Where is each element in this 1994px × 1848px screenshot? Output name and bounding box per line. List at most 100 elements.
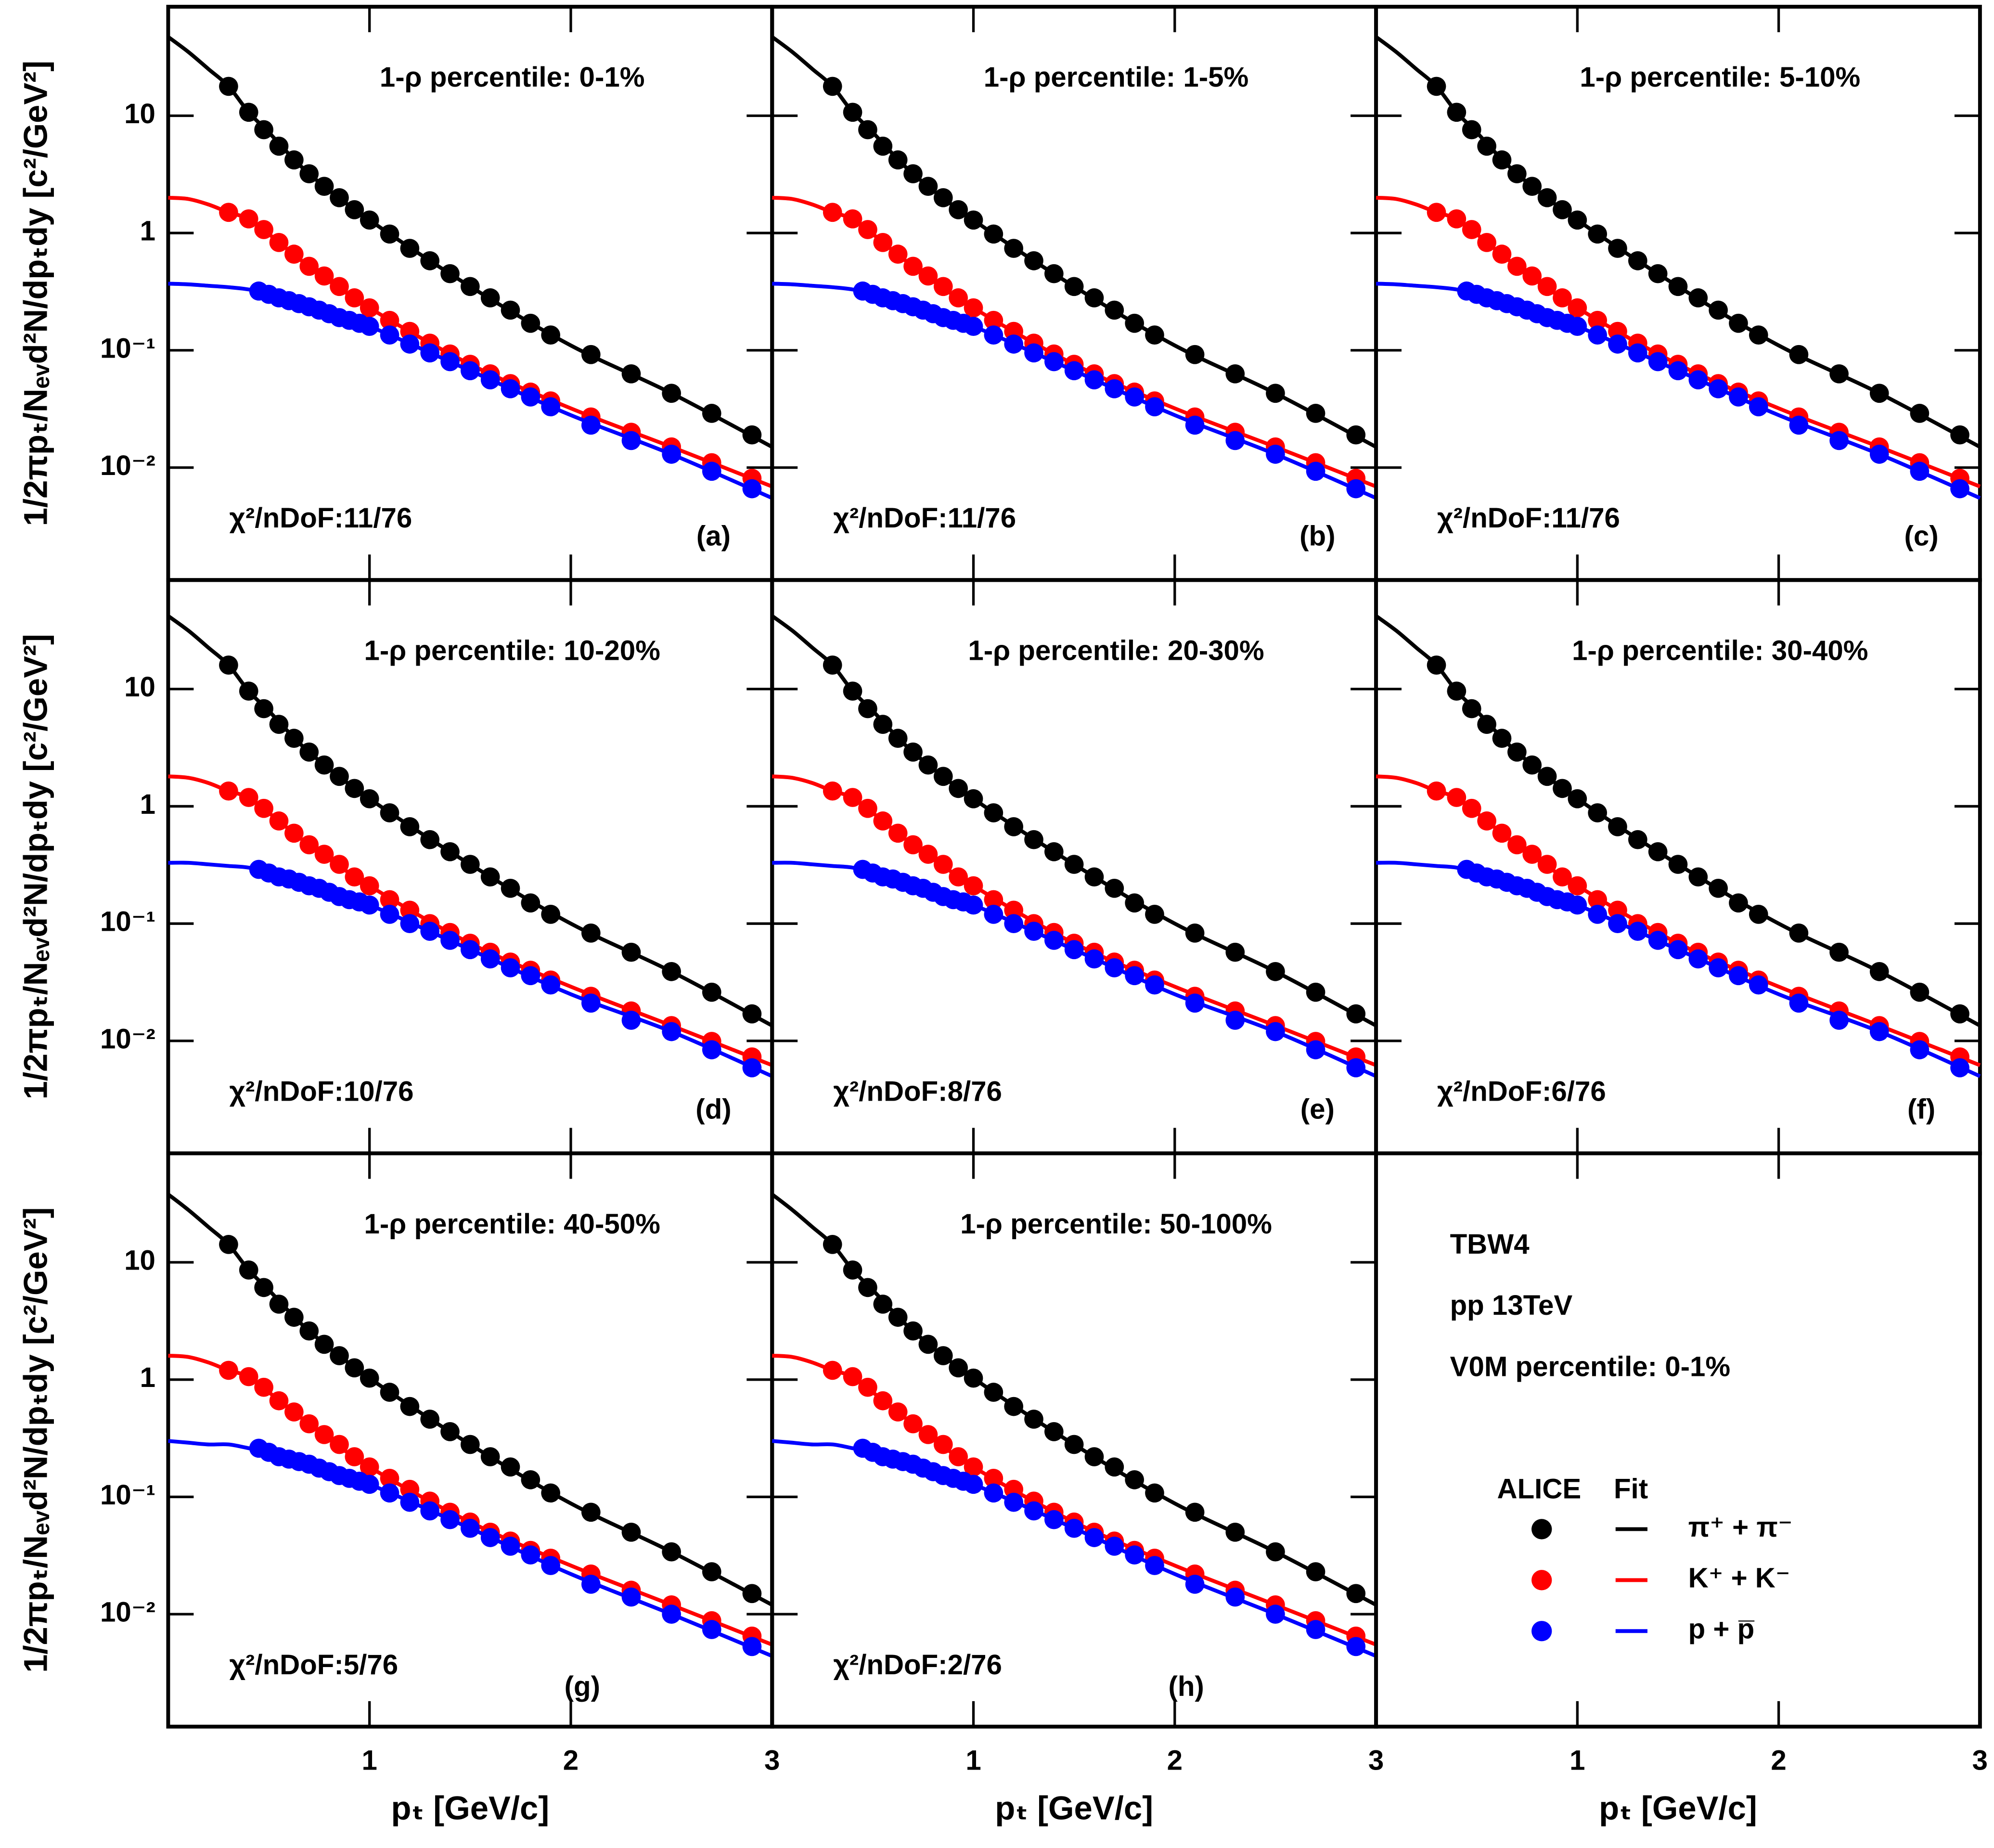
data-point bbox=[541, 325, 561, 345]
data-point bbox=[903, 835, 923, 855]
data-point bbox=[873, 136, 893, 156]
data-point bbox=[1004, 900, 1024, 920]
data-point bbox=[400, 1492, 420, 1512]
data-point bbox=[420, 922, 440, 941]
data-point bbox=[254, 1278, 273, 1297]
data-point bbox=[1185, 415, 1205, 435]
data-point bbox=[662, 962, 681, 981]
data-point bbox=[1829, 364, 1849, 384]
y-axis-label: 1/2πpₜ/Nₑᵥd²N/dpₜdy [c²/GeV²] bbox=[17, 1207, 54, 1672]
data-point bbox=[330, 855, 349, 874]
data-point bbox=[1648, 352, 1668, 372]
data-point bbox=[239, 788, 258, 807]
x-axis-label: pₜ [GeV/c] bbox=[1599, 1790, 1757, 1827]
data-point bbox=[662, 444, 681, 464]
fit-curve bbox=[167, 614, 773, 1027]
y-tick-label: 10 bbox=[124, 1245, 155, 1276]
data-point bbox=[964, 298, 983, 318]
data-point bbox=[581, 345, 601, 364]
data-point bbox=[345, 1358, 364, 1378]
data-point bbox=[1447, 788, 1467, 807]
data-point bbox=[1447, 681, 1467, 701]
data-point bbox=[1648, 842, 1668, 861]
data-point bbox=[219, 1235, 238, 1254]
data-point bbox=[284, 729, 304, 748]
data-point bbox=[480, 949, 500, 969]
panel-title: 1-ρ percentile: 10-20% bbox=[364, 635, 660, 667]
info-text: TBW4 bbox=[1450, 1229, 1530, 1260]
data-point bbox=[501, 878, 520, 898]
data-point bbox=[933, 1435, 953, 1454]
data-point bbox=[984, 803, 1003, 822]
data-point bbox=[984, 224, 1003, 244]
data-point bbox=[480, 1528, 500, 1547]
data-point bbox=[903, 742, 923, 762]
data-point bbox=[299, 257, 319, 276]
data-point bbox=[903, 1321, 923, 1341]
data-point bbox=[1608, 817, 1627, 836]
data-point bbox=[1668, 940, 1688, 960]
data-point bbox=[888, 729, 908, 748]
data-point bbox=[380, 803, 399, 822]
data-point bbox=[269, 715, 289, 734]
data-point bbox=[581, 993, 601, 1013]
data-point bbox=[501, 379, 520, 398]
data-point bbox=[888, 1308, 908, 1327]
data-point bbox=[742, 1637, 762, 1656]
data-point bbox=[949, 867, 968, 887]
data-point bbox=[420, 251, 440, 270]
fit-curve bbox=[168, 774, 773, 1067]
x-axis-label: pₜ [GeV/c] bbox=[391, 1790, 549, 1827]
data-point bbox=[360, 210, 379, 230]
data-point bbox=[1225, 364, 1245, 384]
data-point bbox=[400, 334, 420, 354]
data-point bbox=[1829, 942, 1849, 962]
data-point bbox=[269, 233, 289, 252]
data-point bbox=[1688, 288, 1708, 308]
data-point bbox=[1024, 922, 1043, 941]
data-point bbox=[1084, 867, 1104, 887]
data-point bbox=[420, 1501, 440, 1521]
data-point bbox=[480, 370, 500, 390]
data-point bbox=[621, 1587, 641, 1607]
data-point bbox=[219, 1360, 238, 1380]
data-point bbox=[1225, 431, 1245, 450]
data-point bbox=[1492, 823, 1512, 843]
data-point bbox=[964, 1368, 983, 1388]
data-point bbox=[1950, 479, 1969, 499]
y-tick-label: 10⁻² bbox=[100, 1597, 155, 1628]
panel-title: 1-ρ percentile: 40-50% bbox=[364, 1208, 660, 1240]
data-point bbox=[949, 1358, 968, 1378]
data-point bbox=[501, 958, 520, 977]
data-point bbox=[964, 876, 983, 896]
data-point bbox=[1145, 1483, 1164, 1503]
data-point bbox=[1306, 1620, 1325, 1639]
fit-annotation: χ²/nDoF:10/76 bbox=[230, 1076, 414, 1107]
data-point bbox=[314, 177, 334, 196]
data-point bbox=[1145, 325, 1164, 345]
data-point bbox=[1568, 298, 1587, 318]
data-point bbox=[1024, 830, 1043, 849]
data-point bbox=[1477, 811, 1496, 831]
data-point bbox=[299, 1321, 319, 1341]
data-point bbox=[1477, 136, 1496, 156]
data-point bbox=[239, 1260, 258, 1280]
data-point bbox=[1024, 251, 1043, 270]
data-point bbox=[420, 1410, 440, 1429]
data-point bbox=[541, 905, 561, 924]
data-point bbox=[1709, 379, 1728, 398]
data-point bbox=[1462, 120, 1481, 140]
data-point bbox=[269, 1295, 289, 1314]
data-point bbox=[1492, 729, 1512, 748]
data-point bbox=[1306, 982, 1325, 1002]
data-point bbox=[1447, 103, 1467, 122]
data-point bbox=[1266, 1022, 1285, 1041]
data-point bbox=[1729, 313, 1748, 333]
data-point bbox=[933, 1346, 953, 1365]
data-point bbox=[1628, 343, 1647, 363]
fit-curve bbox=[168, 195, 773, 488]
data-point bbox=[1427, 203, 1446, 222]
data-point bbox=[284, 1402, 304, 1422]
data-point bbox=[918, 845, 938, 864]
data-point bbox=[843, 209, 862, 229]
